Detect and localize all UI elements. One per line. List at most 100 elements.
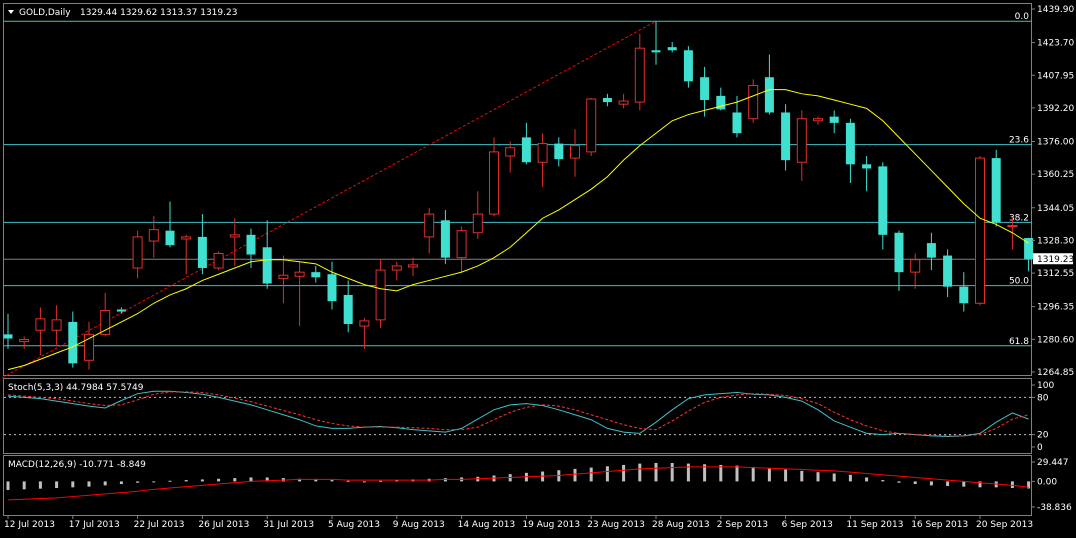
candle [213, 251, 224, 271]
ma-line [7, 89, 1029, 371]
candle [19, 336, 30, 349]
candle [100, 292, 111, 337]
candle [197, 214, 207, 275]
candle-body [764, 77, 774, 113]
price-pane-frame [3, 3, 1032, 376]
candle [862, 156, 872, 192]
macd-bar [119, 481, 123, 485]
candle-body [878, 166, 888, 235]
candle [926, 232, 936, 271]
candle-body [424, 213, 435, 238]
candle [440, 209, 450, 264]
candle-body [100, 310, 111, 335]
candle-body [294, 271, 305, 277]
macd-bar [233, 478, 237, 482]
dropdown-arrow-icon[interactable] [8, 10, 14, 14]
macd-bar [249, 477, 253, 482]
price-tick-label: 1280.60 [1037, 335, 1074, 345]
candle-body [602, 97, 612, 103]
candle [327, 261, 337, 310]
macd-bar [719, 464, 723, 482]
candle-body [391, 265, 402, 271]
macd-bar [622, 464, 626, 482]
time-tick-label: 2 Sep 2013 [717, 520, 768, 530]
candle [472, 191, 483, 239]
candle [51, 305, 62, 345]
macd-bar [865, 477, 869, 482]
candle-body [505, 147, 516, 157]
candle-body [197, 236, 207, 269]
candle [748, 79, 759, 123]
fibonacci-levels: 0.0 23.6 38.2 50.0 61.8 [1, 12, 1032, 379]
candle-body [781, 112, 791, 161]
stochastic: 100 80 20 0 [4, 381, 1054, 453]
macd-bar [71, 481, 75, 488]
candle-body [213, 252, 224, 269]
candle [700, 66, 710, 117]
macd-bar [978, 481, 982, 488]
time-tick-label: 17 Jul 2013 [69, 520, 120, 530]
candle [764, 54, 774, 115]
macd-bar [946, 481, 950, 487]
candle [586, 97, 597, 157]
candle [35, 307, 46, 356]
macd-tick-label: 29.447 [1037, 458, 1069, 468]
time-tick-label: 20 Sep 2013 [976, 520, 1033, 530]
candle-body [683, 50, 693, 82]
macd-bar [735, 465, 739, 482]
candle [634, 33, 645, 111]
fib-trend-line [1, 20, 657, 379]
candle [667, 41, 677, 53]
macd-bar [654, 462, 658, 482]
time-tick-label: 11 Sep 2013 [846, 520, 903, 530]
candle-body [554, 143, 564, 160]
candle-body [618, 100, 629, 105]
price-tick-label: 1264.85 [1037, 368, 1074, 378]
candle-body [472, 213, 483, 234]
candle [3, 313, 13, 349]
macd-bar [55, 481, 59, 488]
candle [781, 104, 791, 171]
candle-body [359, 320, 370, 327]
time-tick-label: 9 Aug 2013 [393, 520, 445, 530]
macd-signal-line [7, 466, 1029, 501]
macd-bar [929, 481, 933, 486]
candle-body [959, 286, 969, 304]
macd-bar [589, 467, 593, 482]
macd-bar [265, 477, 269, 482]
price-tick-label: 1344.05 [1037, 204, 1074, 214]
candle-body [521, 137, 531, 163]
stoch-label: Stoch(5,3,3) 44.7984 57.5749 [8, 383, 144, 393]
macd-bar [1010, 481, 1014, 488]
macd-bar [670, 462, 674, 482]
candle [910, 253, 921, 289]
macd-label: MACD(12,26,9) -10.771 -8.849 [8, 460, 146, 470]
moving-average [7, 89, 1029, 371]
price-tick-label: 1423.70 [1037, 39, 1074, 49]
macd-bar [784, 469, 788, 482]
candle-body [440, 220, 450, 258]
time-tick-label: 5 Aug 2013 [328, 520, 380, 530]
candle-body [343, 294, 353, 324]
candle-body [716, 95, 726, 110]
macd-bar [962, 481, 966, 487]
price-tick-label: 1392.20 [1037, 104, 1074, 114]
candle [537, 133, 548, 188]
candle-body [700, 77, 710, 101]
candle [894, 230, 904, 291]
macd-bar [362, 481, 366, 483]
candle-body [991, 158, 1001, 223]
macd-bar [330, 480, 334, 482]
macd-tick-label: 0.00 [1037, 477, 1057, 487]
candle-body [1007, 224, 1018, 228]
macd-bar [703, 464, 707, 482]
macd-bar [395, 480, 399, 482]
candle-body [408, 264, 418, 268]
stoch-tick-label: 20 [1037, 431, 1049, 441]
price-axis: 1439.90 1423.70 1407.95 1392.20 1376.00 1360.… [1032, 5, 1074, 378]
macd-bar [22, 481, 26, 490]
candle [521, 122, 531, 165]
candle-body [3, 334, 13, 339]
